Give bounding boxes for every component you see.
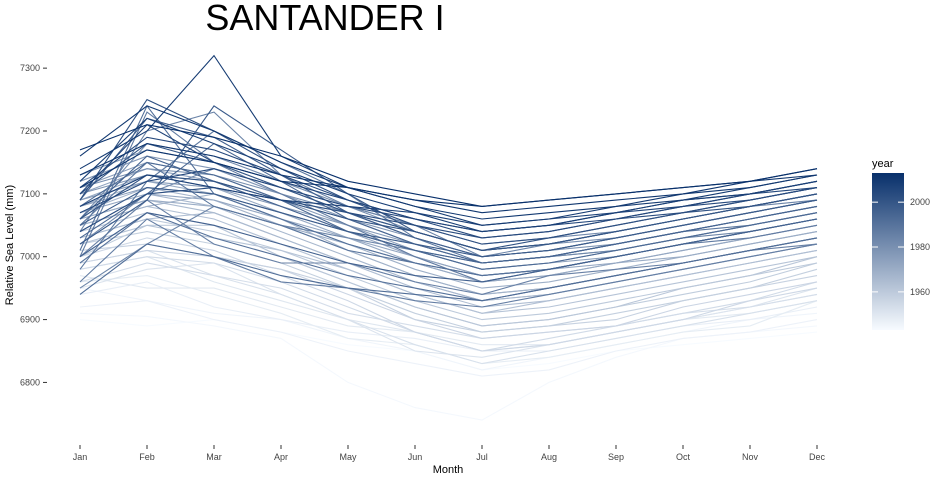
series-line-2013 xyxy=(79,124,818,207)
colorbar-tick-label: 2000 xyxy=(910,197,930,207)
y-tick-label: 6900 xyxy=(20,315,40,325)
series-line-1995 xyxy=(79,155,818,264)
y-tick-label: 7100 xyxy=(20,189,40,199)
x-tick-label: Jun xyxy=(408,452,423,462)
legend: year 1960 1980 2000 xyxy=(872,158,930,330)
series-line-2004 xyxy=(79,136,818,239)
x-tick-label: Jul xyxy=(476,452,488,462)
colorbar-tick-label: 1980 xyxy=(910,242,930,252)
series-line-1952 xyxy=(79,249,818,365)
x-tick-label: Sep xyxy=(608,452,624,462)
y-tick-label: 6800 xyxy=(20,377,40,387)
x-tick-label: Mar xyxy=(206,452,222,462)
series-line-1996 xyxy=(79,212,818,283)
y-tick-label: 7000 xyxy=(20,252,40,262)
x-tick-label: Dec xyxy=(809,452,826,462)
colorbar-tick-label: 1960 xyxy=(910,287,930,297)
series-line-1968 xyxy=(79,193,818,295)
x-tick-label: Feb xyxy=(139,452,155,462)
series-line-2008 xyxy=(79,117,818,233)
series-line-2011 xyxy=(79,143,818,214)
series-line-1986 xyxy=(79,218,818,308)
series-line-1946 xyxy=(79,300,818,377)
x-tick-label: Apr xyxy=(274,452,288,462)
series-line-1992 xyxy=(79,237,818,302)
plot-area xyxy=(79,54,818,421)
y-tick-label: 7300 xyxy=(20,63,40,73)
series-line-1958 xyxy=(79,231,818,333)
series-line-1945 xyxy=(79,287,818,371)
series-line-1980 xyxy=(79,168,818,251)
x-tick-label: Aug xyxy=(541,452,557,462)
axes: Jan Feb Mar Apr May Jun Jul Aug Sep Oct Nov Dec 6800… xyxy=(20,63,826,462)
series-line-2001 xyxy=(79,174,818,251)
series-line-2003 xyxy=(79,187,818,239)
series-line-1953 xyxy=(79,262,818,339)
series-line-1948 xyxy=(79,275,818,365)
y-axis-label: Relative Sea Level (mm) xyxy=(4,185,16,305)
x-tick-label: Oct xyxy=(676,452,691,462)
x-tick-label: May xyxy=(339,452,357,462)
series-line-1956 xyxy=(79,249,818,339)
x-tick-label: Nov xyxy=(742,452,759,462)
legend-title: year xyxy=(872,158,894,170)
series-line-1998 xyxy=(79,187,818,258)
series-line-2010 xyxy=(79,105,818,220)
chart-title: SANTANDER I xyxy=(205,0,444,38)
series-line-2006 xyxy=(79,124,818,233)
x-axis-label: Month xyxy=(433,464,464,476)
series-line-1993 xyxy=(79,161,818,270)
legend-colorbar xyxy=(872,173,904,330)
x-tick-label: Jan xyxy=(73,452,88,462)
y-tick-label: 7200 xyxy=(20,126,40,136)
series-line-1955 xyxy=(79,237,818,352)
series-line-1949 xyxy=(79,275,818,346)
series-line-2009 xyxy=(79,54,818,226)
series-line-1947 xyxy=(79,281,818,352)
